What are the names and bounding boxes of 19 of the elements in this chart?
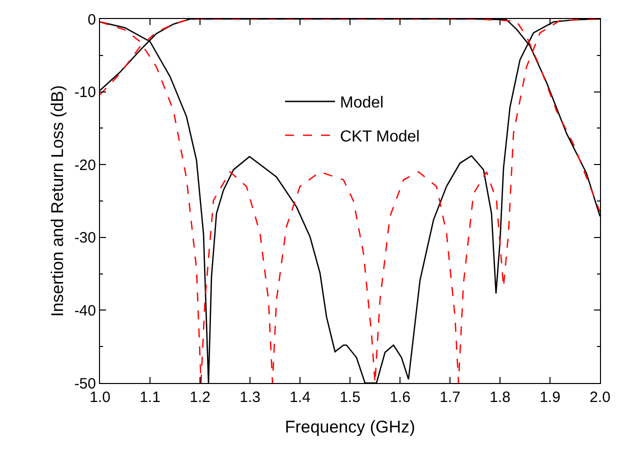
y-axis-title: Insertion and Return Loss (dB) (48, 85, 67, 317)
x-tick-label: 1.4 (290, 389, 310, 406)
y-tick-label: -30 (74, 230, 96, 247)
legend-label: CKT Model (340, 128, 420, 146)
x-axis-title: Frequency (GHz) (284, 417, 416, 436)
x-tick-label: 1.8 (490, 389, 510, 406)
y-tick-label: -40 (74, 302, 96, 320)
x-tick-label: 1.5 (340, 389, 360, 406)
x-tick-label: 2.0 (590, 389, 610, 406)
x-tick-label: 1.9 (540, 389, 560, 406)
x-tick-label: 1.3 (240, 389, 260, 406)
x-tick-label: 1.7 (440, 389, 460, 406)
legend-label: Model (340, 94, 384, 112)
x-tick-label: 1.1 (140, 389, 160, 406)
x-tick-label: 1.2 (190, 389, 210, 406)
y-tick-label: 0 (88, 11, 96, 28)
y-tick-label: -10 (74, 84, 96, 102)
y-tick-label: -20 (74, 156, 96, 174)
x-tick-label: 1.6 (390, 389, 410, 406)
